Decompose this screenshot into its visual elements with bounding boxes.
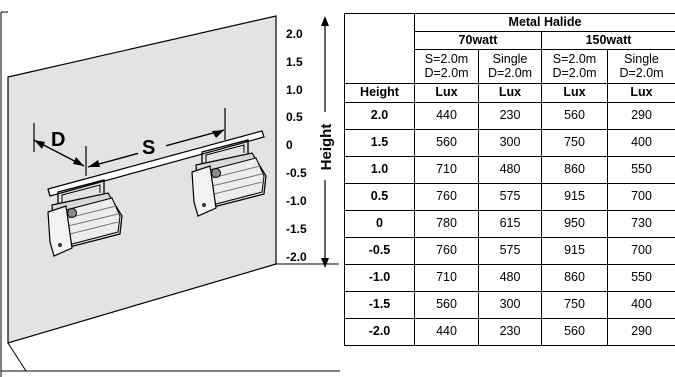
table-row: 1.0 710 480 860 550 — [344, 156, 675, 184]
floor-line — [7, 342, 27, 372]
row-height: -2.0 — [344, 318, 415, 346]
unit-header: Lux — [607, 83, 675, 103]
lux-value: 730 — [607, 210, 675, 238]
table-row: 2.0 440 230 560 290 — [344, 102, 675, 130]
config-header: S=2.0m D=2.0m — [541, 49, 608, 84]
mounting-rail — [47, 130, 265, 197]
lux-value: 480 — [478, 264, 542, 292]
mounting-diagram: S D 2.0 1.5 1.0 — [0, 11, 340, 377]
row-height: -1.0 — [344, 264, 415, 292]
lux-value: 750 — [541, 291, 608, 319]
table-row: -1.5 560 300 750 400 — [344, 291, 675, 319]
distance-label: D — [51, 129, 65, 151]
config-header: Single D=2.0m — [478, 49, 542, 84]
unit-header: Lux — [414, 83, 479, 103]
height-axis-arrow: Height — [318, 16, 335, 268]
unit-header: Lux — [478, 83, 542, 103]
lux-value: 915 — [541, 237, 608, 265]
height-tick: 0.5 — [286, 110, 303, 124]
lux-value: 290 — [607, 102, 675, 130]
lux-value: 440 — [414, 318, 479, 346]
lux-value: 710 — [414, 264, 479, 292]
row-height: 0 — [344, 210, 415, 238]
row-height: 2.0 — [344, 102, 415, 130]
wattage-header: 150watt — [541, 31, 675, 50]
height-tick: -1.0 — [286, 194, 307, 208]
lux-value: 550 — [607, 264, 675, 292]
row-height: 0.5 — [344, 183, 415, 211]
row-height: -0.5 — [344, 237, 415, 265]
height-tick: -1.5 — [286, 222, 307, 236]
lux-value: 615 — [478, 210, 542, 238]
spacing-dimension: S — [85, 108, 226, 176]
wattage-header: 70watt — [414, 31, 542, 50]
height-scale: 2.0 1.5 1.0 0.5 0 -0.5 -1.0 -1.5 -2.0 — [286, 27, 307, 264]
row-height: 1.0 — [344, 156, 415, 184]
config-header: Single D=2.0m — [607, 49, 675, 84]
lux-value: 560 — [541, 102, 608, 130]
table-row: 0.5 760 575 915 700 — [344, 183, 675, 211]
row-height: -1.5 — [344, 291, 415, 319]
row-height: 1.5 — [344, 129, 415, 157]
height-tick: 1.0 — [286, 83, 303, 97]
table-row: 1.5 560 300 750 400 — [344, 129, 675, 157]
lux-value: 290 — [607, 318, 675, 346]
floodlight-fixture — [47, 179, 123, 257]
spacing-label: S — [142, 137, 155, 159]
lux-value: 400 — [607, 129, 675, 157]
height-tick: 0 — [286, 138, 293, 152]
lux-value: 230 — [478, 102, 542, 130]
lux-value: 575 — [478, 183, 542, 211]
lux-value: 710 — [414, 156, 479, 184]
table-row: -1.0 710 480 860 550 — [344, 264, 675, 292]
lux-value: 550 — [607, 156, 675, 184]
height-column-header: Height — [344, 83, 415, 103]
lux-value: 700 — [607, 183, 675, 211]
lux-value: 860 — [541, 264, 608, 292]
unit-header: Lux — [541, 83, 608, 103]
height-tick: -2.0 — [286, 250, 307, 264]
lux-value: 760 — [414, 183, 479, 211]
lux-value: 860 — [541, 156, 608, 184]
lux-value: 440 — [414, 102, 479, 130]
lux-value: 950 — [541, 210, 608, 238]
floodlight-fixture — [191, 139, 267, 217]
lux-value: 750 — [541, 129, 608, 157]
table-row: 0 780 615 950 730 — [344, 210, 675, 238]
lux-value: 560 — [541, 318, 608, 346]
lux-value: 300 — [478, 129, 542, 157]
lux-value: 400 — [607, 291, 675, 319]
lux-value: 915 — [541, 183, 608, 211]
lux-value: 480 — [478, 156, 542, 184]
table-row: -0.5 760 575 915 700 — [344, 237, 675, 265]
lux-value: 760 — [414, 237, 479, 265]
lux-value: 560 — [414, 291, 479, 319]
distance-dimension: D — [33, 123, 85, 167]
height-tick: 1.5 — [286, 55, 303, 69]
lux-table: Metal Halide 70watt 150watt S=2.0m D=2.0m… — [344, 13, 675, 346]
config-header: S=2.0m D=2.0m — [414, 49, 479, 84]
lux-value: 230 — [478, 318, 542, 346]
lux-value: 575 — [478, 237, 542, 265]
lux-value: 560 — [414, 129, 479, 157]
height-axis-title: Height — [318, 124, 335, 171]
lamp-type-header: Metal Halide — [414, 13, 675, 32]
lux-value: 700 — [607, 237, 675, 265]
height-tick: -0.5 — [286, 166, 307, 180]
lux-value: 780 — [414, 210, 479, 238]
table-row: -2.0 440 230 560 290 — [344, 318, 675, 346]
height-tick: 2.0 — [286, 27, 303, 41]
lux-value: 300 — [478, 291, 542, 319]
